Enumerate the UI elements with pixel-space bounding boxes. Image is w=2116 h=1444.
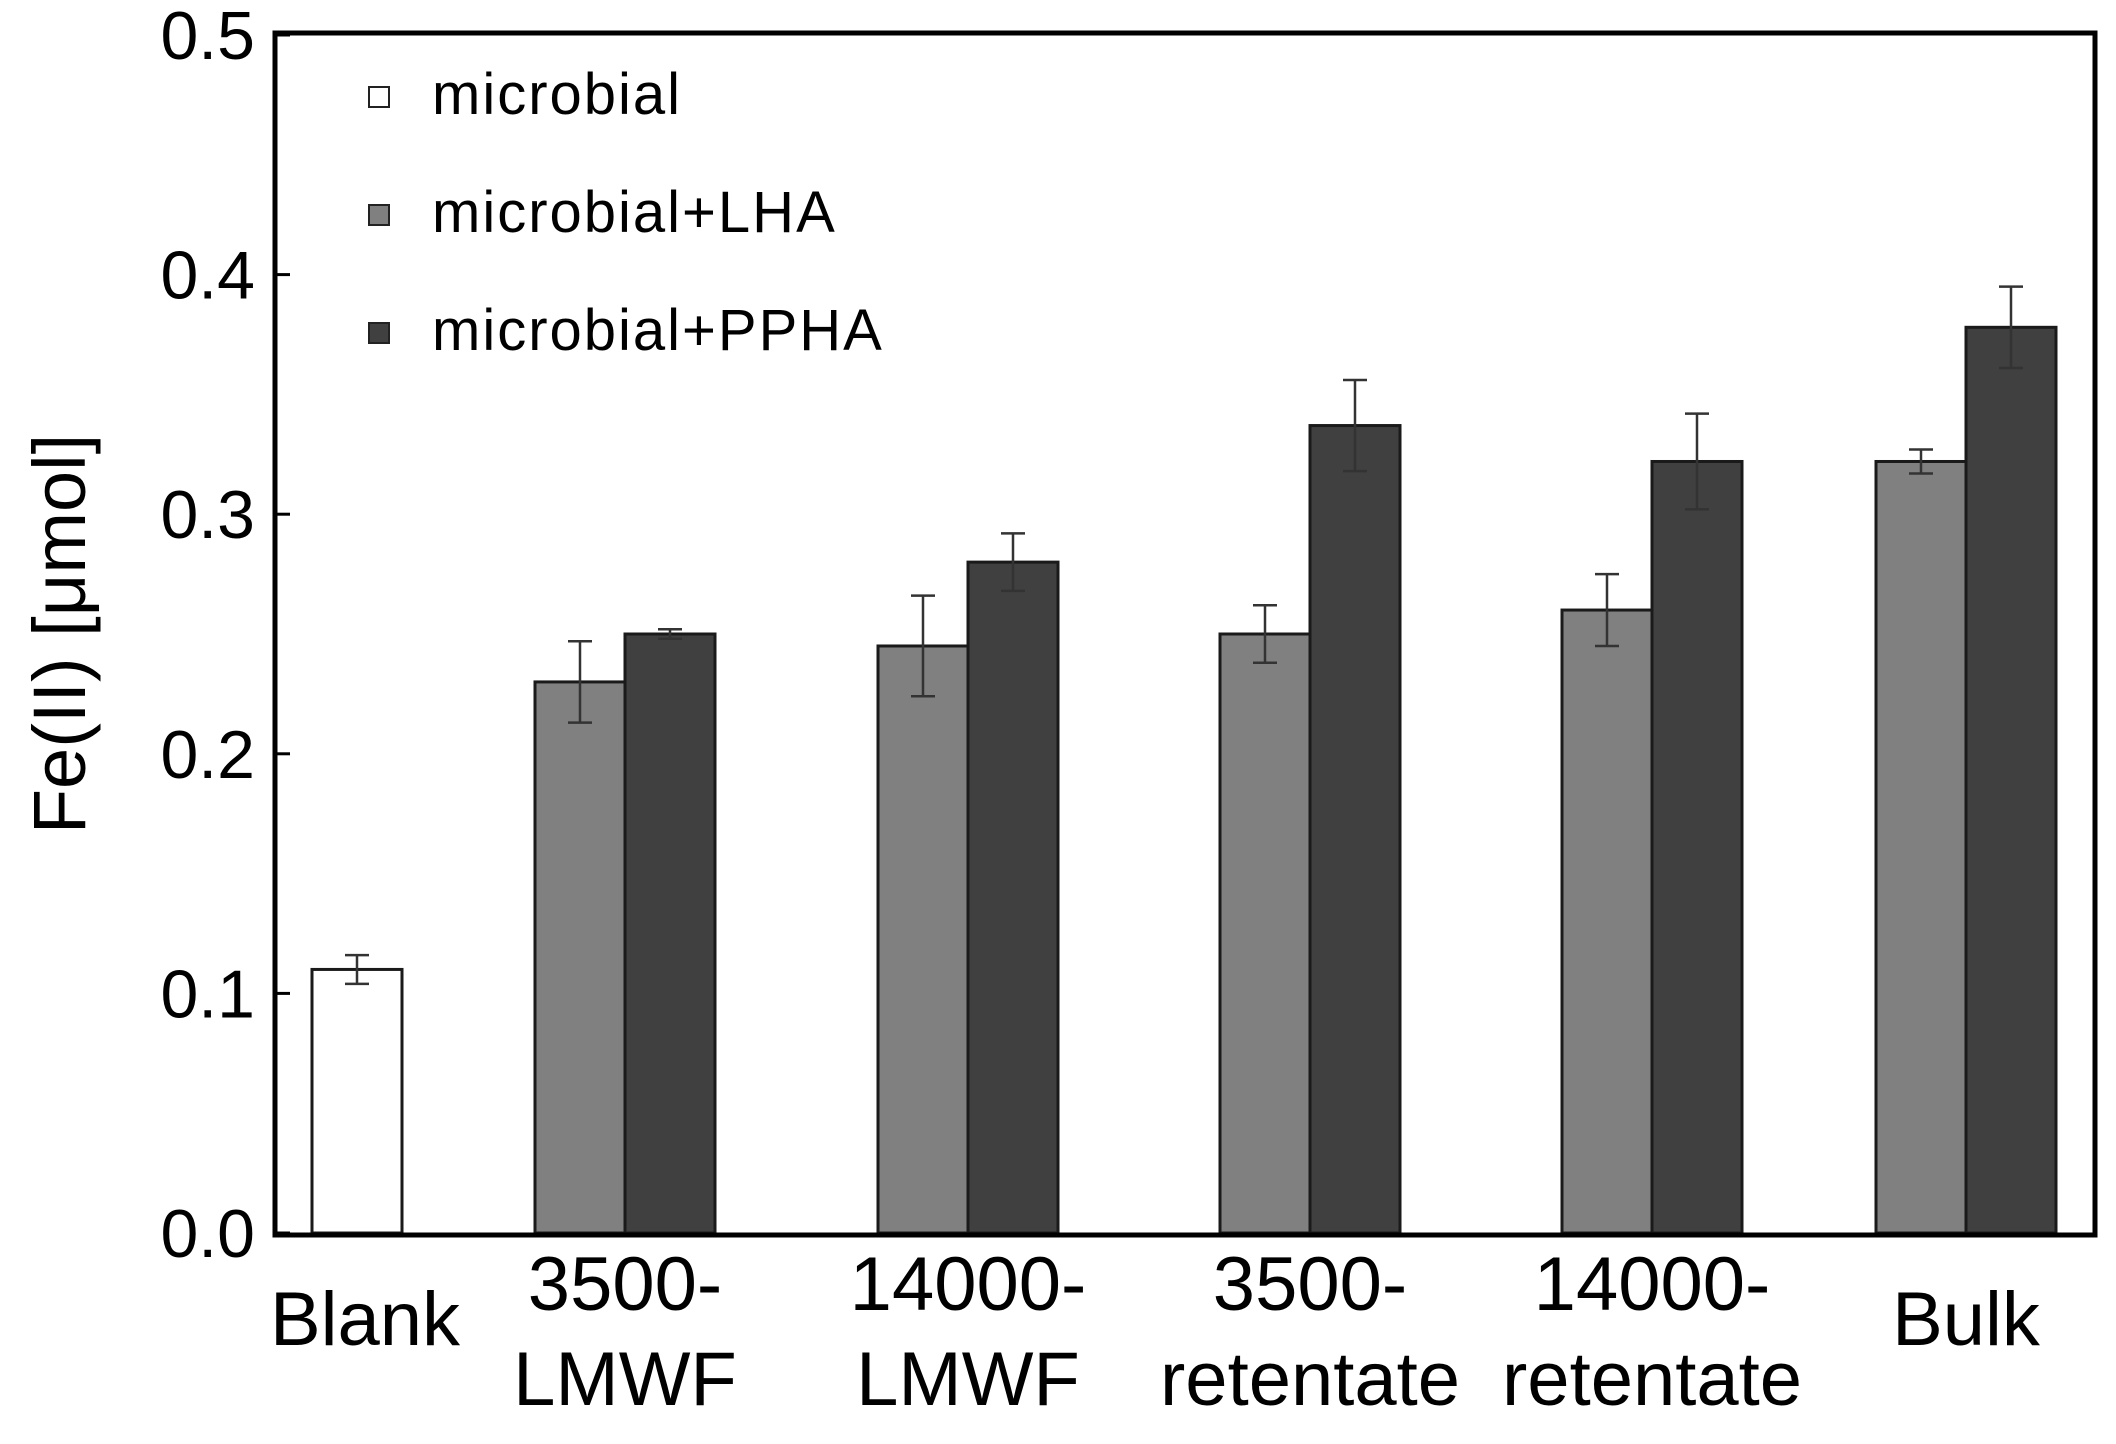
y-axis: 0.0 0.1 0.2 0.3 0.4 0.5 bbox=[160, 0, 290, 1272]
error-bars-layer bbox=[345, 285, 2023, 986]
x-axis: Blank 3500-LMWF 14000-LMWF 3500-retentate14… bbox=[270, 1242, 2041, 1422]
y-axis-label: Fe(II) [μmol] bbox=[18, 434, 101, 834]
x-category-label: 3500-LMWF bbox=[513, 1242, 737, 1422]
y-tick-label: 0.1 bbox=[160, 956, 255, 1032]
y-tick-label: 0.4 bbox=[160, 238, 255, 314]
bar-microbial-ppha bbox=[1964, 325, 2058, 1235]
bar-microbial-ppha bbox=[966, 560, 1060, 1235]
bar-microbial-lha bbox=[1218, 632, 1312, 1235]
bar-microbial bbox=[310, 967, 404, 1235]
x-category-label: 14000-LMWF bbox=[850, 1242, 1087, 1422]
y-tick-label: 0.3 bbox=[160, 477, 255, 553]
y-tick-label: 0.5 bbox=[160, 0, 255, 74]
legend-swatch bbox=[368, 86, 390, 108]
bar-microbial-lha bbox=[876, 644, 970, 1235]
legend-label: microbial+PPHA bbox=[432, 298, 884, 363]
y-tick-label: 0.2 bbox=[160, 717, 255, 793]
x-category-label: Blank bbox=[270, 1277, 461, 1362]
legend-swatch bbox=[368, 322, 390, 344]
bar-microbial-lha bbox=[533, 680, 627, 1235]
x-category-label: Bulk bbox=[1892, 1277, 2041, 1362]
bar-microbial-lha bbox=[1874, 459, 1968, 1235]
x-category-label: 14000-retentate bbox=[1502, 1242, 1802, 1422]
legend: microbial microbial+LHA microbial+PPHA bbox=[368, 62, 884, 363]
bar-microbial-ppha bbox=[1650, 459, 1744, 1235]
bar-microbial-lha bbox=[1560, 608, 1654, 1235]
legend-swatch bbox=[368, 204, 390, 226]
legend-label: microbial+LHA bbox=[432, 180, 837, 245]
bar-microbial-ppha bbox=[1308, 424, 1402, 1235]
legend-label: microbial bbox=[432, 62, 682, 127]
x-category-label: 3500-retentate bbox=[1160, 1242, 1460, 1422]
y-tick-label: 0.0 bbox=[160, 1196, 255, 1272]
plot-frame bbox=[272, 30, 2098, 1238]
bars-layer bbox=[310, 325, 2058, 1235]
bar-microbial-ppha bbox=[623, 632, 717, 1235]
